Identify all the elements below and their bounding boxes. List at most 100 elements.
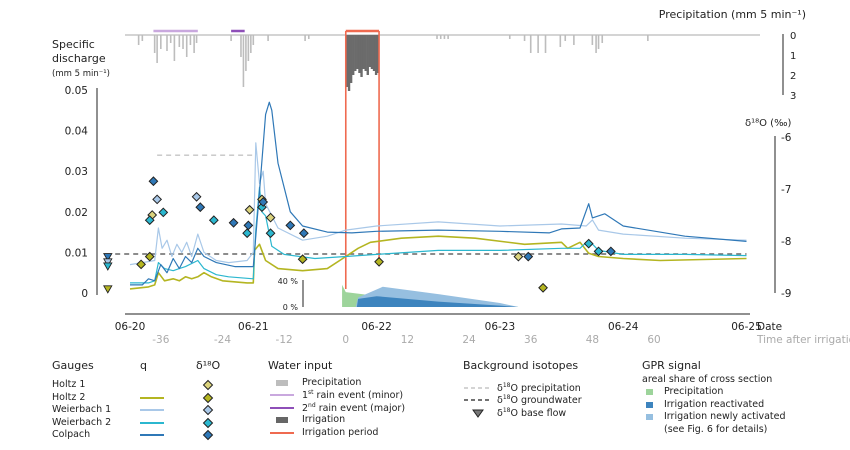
- legend-label: Holtz 1: [52, 379, 86, 390]
- discharge-line-weierbach-1: [129, 142, 747, 266]
- irrigation-bar: [354, 35, 357, 71]
- isotope-sample-marker: [136, 259, 147, 270]
- date-tick-label: 06-22: [361, 321, 392, 333]
- left-tick-label: 0.03: [65, 166, 88, 178]
- legend-label: 2nd rain event (major): [302, 401, 406, 415]
- precip-bar: [166, 35, 168, 51]
- legend-line-swatch: [140, 384, 164, 386]
- legend-item-irrigation: Irrigation: [268, 414, 448, 427]
- gpr-precipitation-swatch: [646, 389, 653, 396]
- precip-tick-label: 1: [790, 51, 796, 62]
- irrigation-bar: [364, 35, 367, 71]
- legend-gpr-subtitle: areal share of cross section: [642, 373, 773, 385]
- irrigation-bar: [358, 35, 361, 73]
- irrigation-bar: [360, 35, 363, 77]
- hour-axis-label: Time after irrigation (h): [756, 334, 850, 346]
- precip-bar: [193, 35, 195, 53]
- legend-water-input: Water input Precipitation 1st rain event…: [268, 359, 448, 440]
- hour-tick-label: 0: [342, 334, 349, 346]
- diamond-icon: [202, 392, 214, 403]
- diamond-icon: [202, 417, 214, 428]
- irrigation-period-swatch: [270, 431, 294, 434]
- left-tick-label: 0.04: [65, 126, 89, 138]
- legend-line-swatch: [140, 409, 164, 412]
- gpr-reactivated-area: [356, 296, 519, 307]
- date-axis-label: Date: [757, 321, 782, 333]
- hour-tick-label: 60: [647, 334, 660, 346]
- hour-tick-label: -24: [214, 334, 231, 346]
- irrigation-swatch: [276, 417, 288, 424]
- right-tick-label: -6: [781, 132, 792, 144]
- isotope-sample-marker: [244, 204, 255, 215]
- legend-label: Colpach: [52, 429, 91, 440]
- precipitation-swatch: [276, 379, 288, 386]
- hour-tick-label: -36: [152, 334, 169, 346]
- left-axis-label: (mm 5 min⁻¹): [52, 69, 110, 79]
- precip-bar: [544, 35, 547, 53]
- isotope-sample-marker: [243, 220, 254, 231]
- left-axis-label: Specific: [52, 38, 95, 51]
- legend-gauges-title: Gauges: [52, 359, 94, 372]
- precip-bar: [178, 35, 181, 47]
- legend-item-bg-baseflow: δ18O base flow: [463, 407, 643, 419]
- legend-item-irrigation-period: Irrigation period: [268, 427, 448, 440]
- isotope-sample-marker: [144, 251, 155, 262]
- isotope-sample-marker: [144, 215, 155, 226]
- irrigation-bar: [374, 35, 378, 75]
- legend-item-gauge: Weierbach 2: [52, 417, 232, 430]
- precip-bar: [436, 35, 438, 39]
- legend-item-rain-event-2: 2nd rain event (major): [268, 401, 448, 415]
- irrigation-bar: [376, 35, 380, 73]
- diamond-icon: [202, 405, 214, 416]
- left-tick-label: 0.05: [65, 85, 88, 97]
- gpr-reactivated-swatch: [646, 401, 653, 408]
- legend-item-gauge: Colpach: [52, 429, 232, 442]
- precip-bar: [439, 35, 442, 39]
- hour-tick-label: 48: [586, 334, 599, 346]
- hour-tick-label: 24: [462, 334, 476, 346]
- dashed-line-dark-icon: [464, 399, 491, 401]
- hour-tick-label: -12: [276, 334, 293, 346]
- irrigation-bar: [370, 35, 374, 69]
- discharge-line-weierbach-2: [130, 186, 747, 284]
- isotope-sample-marker: [258, 197, 269, 207]
- precip-bar: [160, 35, 162, 49]
- precip-bar: [156, 35, 158, 63]
- legend-label: δ18O precipitation: [497, 381, 581, 395]
- baseflow-triangle: [103, 253, 113, 262]
- irrigation-bar: [347, 35, 351, 91]
- isotope-sample-marker: [228, 217, 239, 228]
- precip-bar: [508, 35, 511, 39]
- irrigation-bar: [356, 35, 359, 69]
- isotope-sample-marker: [583, 238, 594, 249]
- triangle-down-icon: [472, 409, 484, 418]
- precip-bar: [267, 35, 269, 41]
- precip-bar: [447, 35, 449, 39]
- precip-bar: [240, 35, 242, 57]
- irrigation-bar: [349, 35, 353, 83]
- precip-bar: [564, 35, 567, 41]
- legend-label: Irrigation newly activated: [664, 411, 786, 422]
- precip-bar: [529, 35, 532, 53]
- left-tick-label: 0: [81, 288, 88, 300]
- rain-event-2-swatch: [270, 406, 294, 409]
- left-axis-label: discharge: [52, 52, 106, 65]
- isotope-sample-marker: [152, 194, 163, 205]
- precip-tick-label: 3: [790, 91, 796, 102]
- dashed-line-light-icon: [464, 387, 491, 389]
- date-tick-label: 06-23: [485, 321, 516, 333]
- rain-event-1-swatch: [270, 394, 294, 397]
- legend-item-precipitation: Precipitation: [268, 377, 448, 390]
- isotope-sample-marker: [195, 202, 206, 213]
- discharge-line-holtz-2: [129, 235, 747, 290]
- precip-bar: [304, 35, 306, 41]
- right-tick-label: -7: [781, 184, 791, 196]
- legend-background-title: Background isotopes: [463, 359, 579, 372]
- irrigation-bar: [372, 35, 376, 71]
- legend-label: Weierbach 1: [52, 404, 112, 415]
- isotope-sample-marker: [265, 212, 276, 223]
- isotope-sample-marker: [298, 228, 309, 239]
- irrigation-bar: [345, 35, 349, 87]
- legend-item-gauge: Weierbach 1: [52, 404, 232, 417]
